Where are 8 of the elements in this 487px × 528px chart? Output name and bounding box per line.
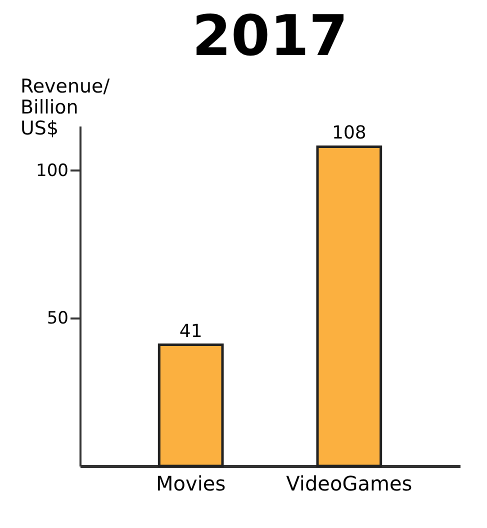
data-label: 41 [179, 320, 202, 342]
y-tick-label: 50 [46, 308, 68, 329]
y-axis-title: Revenue/ Billion US$ [20, 76, 110, 140]
data-label: 108 [332, 122, 366, 144]
x-tick-label: Movies [156, 472, 226, 496]
chart-title: 2017 [192, 4, 348, 69]
y-tick-label: 100 [36, 160, 68, 181]
x-tick-label: VideoGames [286, 472, 412, 496]
